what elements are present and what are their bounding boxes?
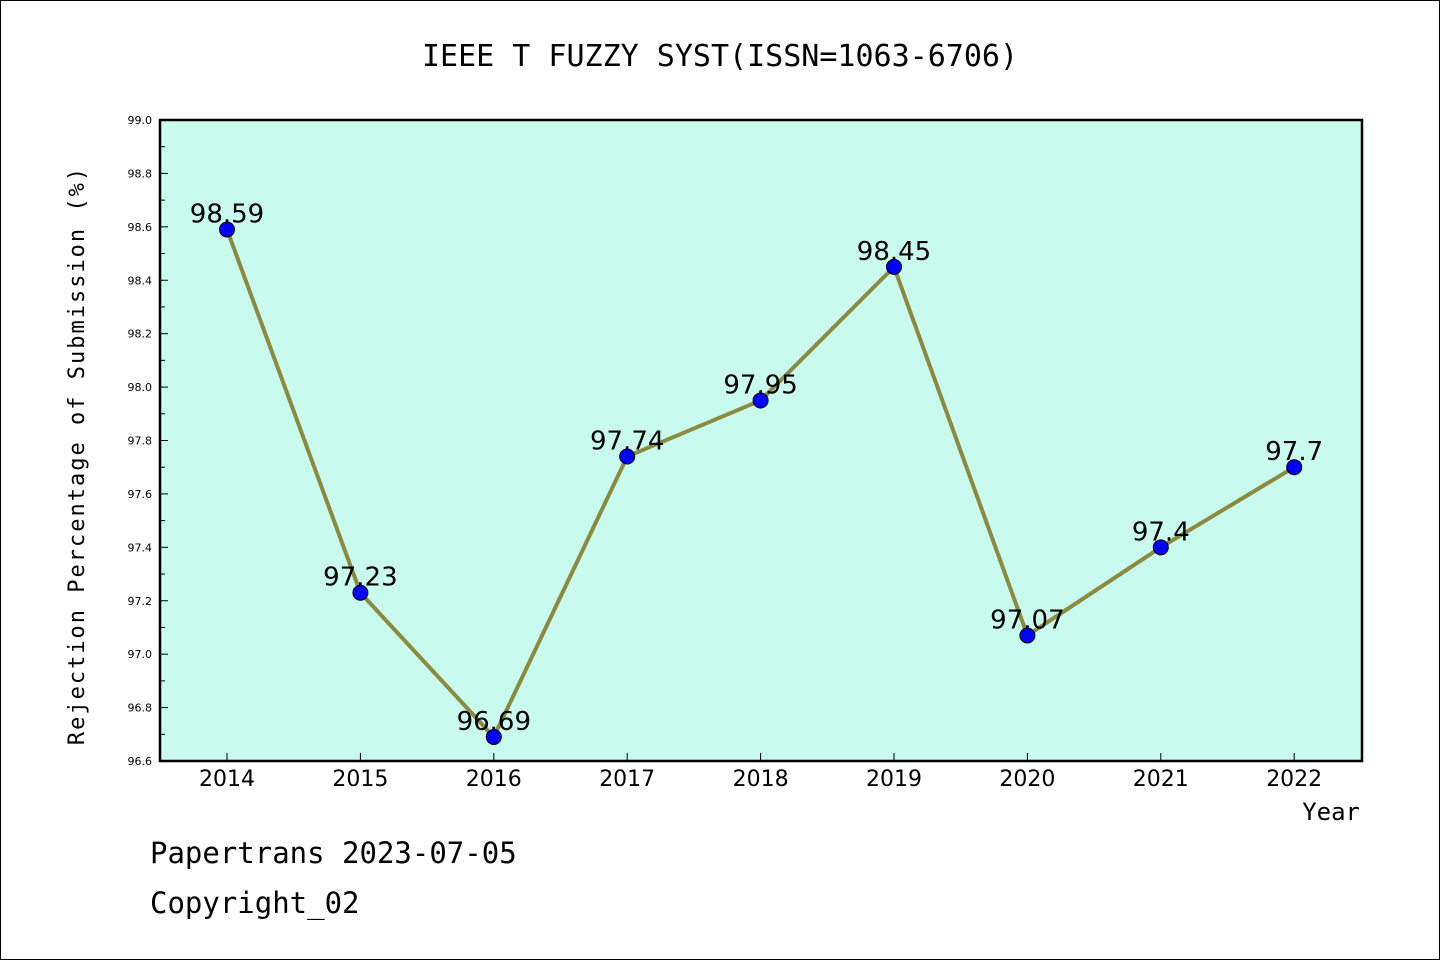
y-tick-label: 96.8 bbox=[128, 702, 153, 715]
footer-copyright: Copyright_02 bbox=[150, 886, 360, 920]
data-label: 97.74 bbox=[590, 427, 664, 457]
series-group: 98.59 97.23 96.69 97.74 97.95 98.45 97.07 97.4 9… bbox=[190, 200, 1323, 745]
plot-area bbox=[160, 120, 1362, 761]
y-tick-label: 98.4 bbox=[128, 274, 153, 287]
data-point bbox=[619, 448, 636, 465]
chart-title: IEEE T FUZZY SYST(ISSN=1063-6706) bbox=[422, 39, 1018, 74]
data-label: 96.69 bbox=[457, 707, 531, 737]
data-label: 98.45 bbox=[857, 237, 931, 267]
y-tick-label: 97.8 bbox=[128, 435, 153, 448]
data-point bbox=[219, 221, 235, 238]
data-label: 97.95 bbox=[723, 370, 797, 400]
y-tick-label: 98.0 bbox=[128, 381, 153, 394]
data-point bbox=[1286, 459, 1303, 476]
y-tick-label: 96.6 bbox=[128, 755, 153, 768]
x-axis: 2014 2015 2016 2017 2018 2019 2020 2021 2022 bbox=[199, 753, 1322, 792]
x-tick-label: 2016 bbox=[466, 767, 522, 792]
x-tick-label: 2020 bbox=[999, 767, 1055, 792]
y-tick-label: 97.6 bbox=[128, 488, 153, 501]
x-tick-label: 2019 bbox=[866, 767, 922, 792]
x-axis-label: Year bbox=[1302, 798, 1360, 826]
y-tick-label: 98.2 bbox=[128, 328, 153, 341]
footer-date: Papertrans 2023-07-05 bbox=[150, 836, 517, 870]
y-tick-label: 98.8 bbox=[128, 167, 153, 180]
x-tick-label: 2022 bbox=[1266, 767, 1322, 792]
y-tick-label: 97.2 bbox=[128, 595, 153, 608]
data-label: 97.7 bbox=[1265, 437, 1323, 467]
data-label: 97.4 bbox=[1132, 517, 1190, 547]
x-tick-label: 2018 bbox=[733, 767, 789, 792]
x-tick-label: 2017 bbox=[599, 767, 655, 792]
data-point bbox=[1019, 627, 1036, 644]
data-point bbox=[1152, 539, 1169, 556]
y-axis: 96.6 96.8 97.0 97.2 97.4 97.6 97.8 98.0 98.2 98.4… bbox=[128, 114, 168, 768]
data-point bbox=[886, 258, 902, 275]
y-axis-label: Rejection Percentage of Submission (%) bbox=[65, 166, 90, 745]
x-tick-label: 2021 bbox=[1133, 767, 1189, 792]
y-tick-label: 99.0 bbox=[128, 114, 153, 127]
data-point bbox=[752, 392, 769, 409]
y-tick-label: 98.6 bbox=[128, 221, 153, 234]
x-tick-label: 2014 bbox=[199, 767, 255, 792]
data-label: 97.23 bbox=[323, 563, 397, 593]
data-label: 97.07 bbox=[990, 605, 1064, 635]
data-point bbox=[485, 728, 502, 745]
x-tick-label: 2015 bbox=[332, 767, 388, 792]
data-point bbox=[352, 584, 369, 601]
data-label: 98.59 bbox=[190, 200, 264, 230]
y-tick-label: 97.0 bbox=[128, 648, 153, 661]
y-tick-label: 97.4 bbox=[128, 541, 153, 554]
plot-border bbox=[158, 118, 1364, 763]
